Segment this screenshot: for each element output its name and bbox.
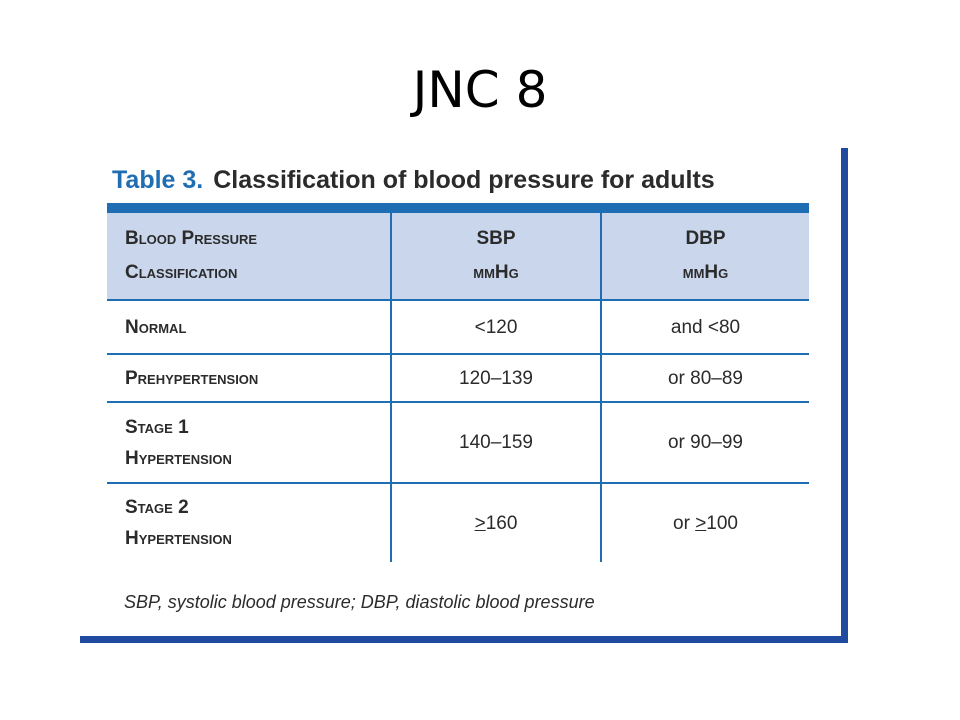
figure-frame-bottom — [80, 636, 848, 643]
row-classification: Stage 2 Hypertension — [107, 483, 392, 562]
row-sbp-value: <120 — [474, 316, 518, 338]
table-caption-text: Classification of blood pressure for adu… — [213, 166, 715, 194]
row-dbp: or >100 — [601, 483, 809, 562]
table-footnote: SBP, systolic blood pressure; DBP, diast… — [124, 592, 595, 612]
row-classification-line1: Prehypertension — [125, 367, 259, 389]
row-classification: Normal — [107, 300, 392, 355]
row-dbp-value: or 80–89 — [667, 367, 743, 389]
table-row: Normal <120 and <80 — [107, 300, 809, 355]
row-classification-line2: Hypertension — [125, 447, 232, 469]
row-dbp-value: or 90–99 — [667, 432, 743, 453]
row-sbp: >160 — [391, 483, 602, 562]
row-dbp-operator: > — [695, 512, 707, 534]
row-dbp-value: and <80 — [670, 316, 741, 338]
header-sbp-line1: SBP — [476, 228, 516, 249]
row-sbp-operator: > — [474, 512, 486, 534]
row-classification: Prehypertension — [107, 354, 392, 403]
slide-title: JNC 8 — [412, 61, 548, 119]
table-row: Prehypertension 120–139 or 80–89 — [107, 354, 809, 403]
header-dbp-line1: DBP — [685, 228, 726, 249]
table-header-row: Blood Pressure Classification SBP mmHg D… — [107, 213, 809, 301]
row-sbp-value: 140–159 — [459, 432, 533, 453]
figure-frame-right — [841, 148, 848, 643]
table-row: Stage 1 Hypertension 140–159 or 90–99 — [107, 402, 809, 484]
row-sbp-value: 160 — [485, 512, 518, 534]
header-dbp-line2: mmHg — [682, 262, 729, 283]
header-classification-line2: Classification — [125, 262, 238, 283]
row-dbp: or 90–99 — [601, 402, 809, 484]
bp-classification-table: Blood Pressure Classification SBP mmHg D… — [107, 213, 809, 562]
header-classification: Blood Pressure Classification — [107, 213, 392, 301]
row-sbp: 140–159 — [391, 402, 602, 484]
table-row: Stage 2 Hypertension >160 or >100 — [107, 483, 809, 562]
row-classification: Stage 1 Hypertension — [107, 402, 392, 484]
row-dbp-value: 100 — [706, 512, 738, 534]
row-classification-line1: Normal — [125, 316, 187, 338]
table-caption: Table 3. Classification of blood pressure… — [112, 162, 715, 198]
row-classification-line1: Stage 1 — [125, 416, 189, 438]
row-classification-line2: Hypertension — [125, 528, 232, 549]
header-dbp: DBP mmHg — [601, 213, 809, 301]
row-sbp: 120–139 — [391, 354, 602, 403]
header-sbp: SBP mmHg — [391, 213, 602, 301]
row-dbp: or 80–89 — [601, 354, 809, 403]
caption-rule — [107, 203, 809, 213]
header-sbp-line2: mmHg — [473, 262, 519, 283]
header-classification-line1: Blood Pressure — [125, 228, 258, 249]
row-classification-line1: Stage 2 — [125, 497, 189, 518]
table-caption-number: Table 3. — [112, 166, 204, 194]
row-dbp-prefix: or — [673, 512, 696, 534]
row-sbp-value: 120–139 — [459, 367, 533, 389]
row-dbp: and <80 — [601, 300, 809, 355]
row-sbp: <120 — [391, 300, 602, 355]
